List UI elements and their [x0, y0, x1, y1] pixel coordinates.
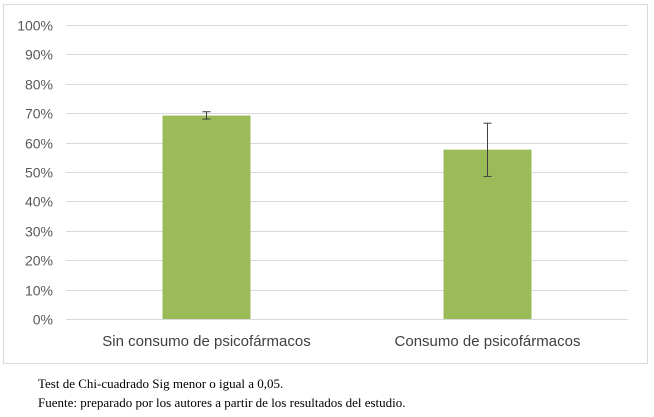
source-note: Fuente: preparado por los autores a part… [38, 395, 406, 410]
y-tick-label: 70% [25, 106, 53, 122]
y-tick-label: 20% [25, 253, 53, 269]
category-label: Consumo de psicofármacos [395, 333, 581, 350]
category-label: Sin consumo de psicofármacos [102, 333, 310, 350]
y-tick-label: 50% [25, 165, 53, 181]
y-tick-label: 60% [25, 136, 53, 152]
chart-frame [3, 4, 648, 364]
y-tick-label: 80% [25, 77, 53, 93]
y-tick-label: 100% [17, 18, 53, 34]
figure-notes: Test de Chi-cuadrado Sig menor o igual a… [38, 374, 406, 412]
y-tick-label: 40% [25, 194, 53, 210]
bar [162, 115, 251, 319]
y-tick-label: 90% [25, 47, 53, 63]
statistical-test-note: Test de Chi-cuadrado Sig menor o igual a… [38, 376, 284, 391]
y-tick-label: 10% [25, 283, 53, 299]
y-tick-label: 0% [33, 312, 53, 328]
y-tick-label: 30% [25, 224, 53, 240]
bar [443, 149, 532, 319]
